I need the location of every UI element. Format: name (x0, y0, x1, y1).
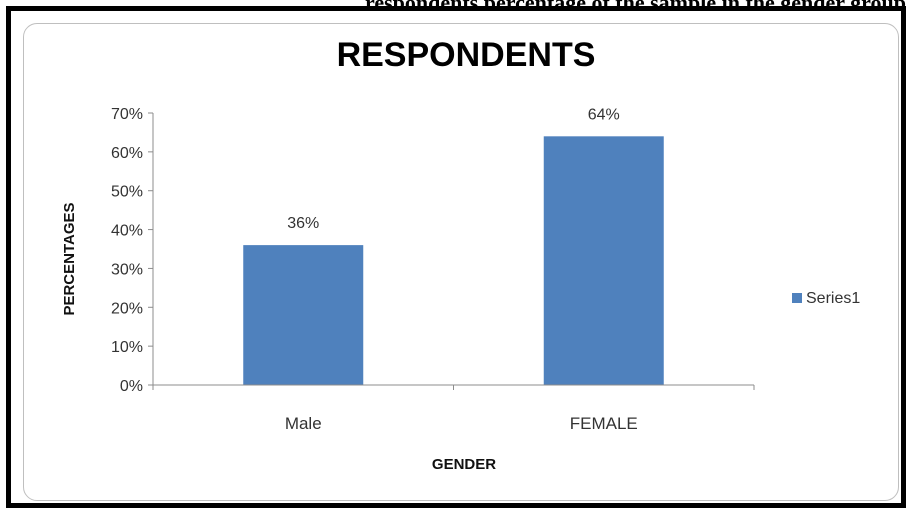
legend-swatch (792, 293, 802, 303)
y-tick-label: 0% (120, 378, 143, 395)
x-category-label: FEMALE (570, 414, 638, 433)
y-tick-label: 70% (111, 106, 143, 123)
y-tick-label: 20% (111, 300, 143, 317)
y-tick-label: 60% (111, 145, 143, 162)
legend-label: Series1 (806, 290, 860, 307)
y-tick-label: 40% (111, 223, 143, 240)
bar-male (243, 245, 364, 385)
legend: Series1 (792, 290, 860, 307)
data-label: 64% (588, 106, 620, 123)
y-axis-ticks: 0% 10% 20% 30% 40% 50% 60% 70% (111, 106, 153, 395)
y-tick-label: 50% (111, 184, 143, 201)
y-tick-label: 10% (111, 339, 143, 356)
data-label: 36% (287, 215, 319, 232)
chart-title: RESPONDENTS (337, 36, 596, 74)
axes (152, 113, 755, 390)
bars: 36% Male 64% FEMALE (243, 106, 664, 433)
chart-frame: RESPONDENTS PERCENTAGES GENDER 0% 10% 20% 3… (6, 6, 906, 508)
bar-chart: RESPONDENTS PERCENTAGES GENDER 0% 10% 20% 3… (61, 36, 860, 473)
y-axis-title: PERCENTAGES (61, 202, 78, 315)
y-tick-label: 30% (111, 261, 143, 278)
x-category-label: Male (285, 414, 322, 433)
chart-area (23, 23, 899, 501)
x-axis-title: GENDER (432, 456, 496, 473)
bar-female (543, 136, 664, 385)
